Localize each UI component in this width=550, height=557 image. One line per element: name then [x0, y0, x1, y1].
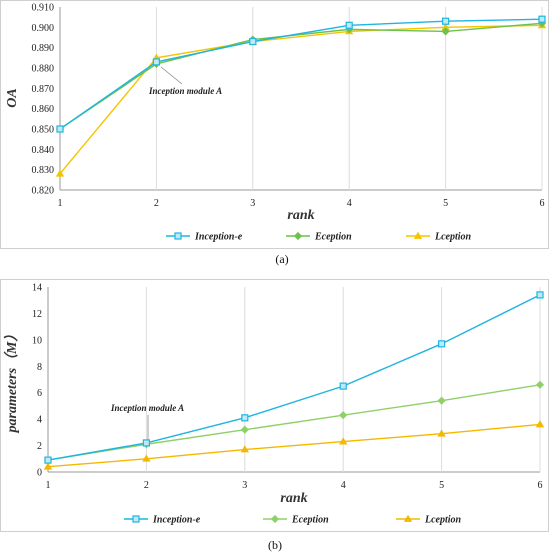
panel-b-y-tick-label: 6 — [37, 388, 42, 399]
panel-b-y-tick-label: 2 — [37, 441, 42, 452]
panel-b-border — [0, 279, 549, 532]
panel-a-y-axis-label: OA — [5, 88, 20, 107]
panel-a-data-point-lception — [55, 169, 65, 177]
panel-b-y-tick-label: 14 — [32, 283, 42, 294]
panel-b-legend-marker-eception — [270, 514, 280, 524]
panel-b-data-point-inception-e — [438, 340, 446, 348]
panel-a-x-tick-label: 5 — [443, 198, 448, 209]
panel-a-series-line-inception-e — [59, 18, 543, 130]
panel-b-data-point-eception — [240, 425, 249, 434]
panel-b-annotation: Inception module A — [110, 403, 184, 413]
panel-b-legend-label-eception: Eception — [291, 515, 329, 526]
panel-b-legend-marker-lception — [403, 514, 413, 522]
panel-a-legend-marker-lception — [413, 231, 423, 239]
panel-b-data-point-eception — [535, 380, 545, 389]
panel-a-y-tick-label: 0.850 — [32, 125, 55, 136]
panel-b-data-point-lception — [437, 429, 446, 437]
panel-a-legend-label-inception-e: Inception-e — [194, 232, 243, 243]
panel-b-legend-label-lception: Lception — [424, 515, 462, 526]
panel-a-data-point-inception-e — [442, 17, 450, 25]
panel-b-series-line-eception — [47, 384, 541, 461]
panel-a-x-tick-label: 4 — [347, 198, 352, 209]
chart-panel-a: OA rank (a) 1 2 3 4 5 6 0.820 0.830 0.840 0.850 0.… — [0, 0, 549, 266]
panel-b-data-point-eception — [339, 411, 348, 420]
panel-b-y-tick-label: 0 — [37, 468, 42, 479]
panel-b-x-tick-label: 5 — [439, 480, 444, 491]
panel-a-y-tick-label: 0.910 — [32, 3, 55, 14]
panel-a-data-point-eception — [441, 27, 450, 36]
panel-a-data-point-inception-e — [249, 37, 257, 46]
panel-a-y-tick-label: 0.830 — [32, 165, 55, 176]
panel-a-series-line-lception — [59, 24, 543, 175]
panel-b-legend-label-inception-e: Inception-e — [152, 515, 201, 526]
panel-a-y-tick-label: 0.900 — [32, 23, 55, 34]
panel-b-data-point-lception — [43, 462, 53, 470]
panel-a-y-tick-label: 0.820 — [32, 186, 55, 197]
panel-a-annotation: Inception module A — [148, 86, 222, 96]
panel-b-data-point-lception — [535, 420, 545, 428]
panel-b-data-point-inception-e — [339, 382, 347, 390]
panel-b-data-point-inception-e — [44, 456, 52, 464]
chart-panel-b: parameters（M） rank (b) 1 2 3 4 5 602468101214… — [0, 279, 549, 552]
panel-a-x-axis-label: rank — [287, 208, 314, 223]
panel-a-x-tick-label: 2 — [154, 198, 159, 209]
panel-b-data-point-inception-e — [142, 439, 150, 447]
panel-a-y-tick-label: 0.840 — [32, 145, 55, 156]
panel-a-legend-label-lception: Lception — [434, 232, 472, 243]
panel-b-y-tick-label: 10 — [32, 335, 42, 346]
panel-b-series-line-inception-e — [47, 294, 541, 461]
panel-a-legend-marker-inception-e — [174, 232, 182, 240]
panel-b-y-tick-label: 4 — [37, 415, 42, 426]
panel-a-series-line-eception — [59, 22, 543, 130]
panel-b-caption: (b) — [268, 538, 282, 552]
panel-a-data-point-inception-e — [345, 21, 353, 29]
panel-b-y-axis-label: parameters（M） — [3, 328, 20, 434]
panel-b-x-tick-label: 3 — [242, 480, 247, 491]
panel-a-y-tick-label: 0.890 — [32, 43, 55, 54]
panel-b-x-axis-label: rank — [280, 491, 307, 506]
panel-b-data-point-inception-e — [536, 291, 544, 299]
panel-a-data-point-inception-e — [152, 58, 160, 66]
panel-a-x-tick-label: 6 — [540, 198, 545, 209]
panel-a-legend-label-eception: Eception — [314, 232, 352, 243]
panel-b-data-point-lception — [240, 445, 249, 453]
panel-b-x-tick-label: 1 — [46, 480, 51, 491]
panel-b-data-point-inception-e — [241, 414, 249, 422]
panel-a-data-point-inception-e — [538, 15, 546, 23]
panel-a-annotation-pointer — [160, 66, 183, 85]
panel-a-x-tick-label: 3 — [250, 198, 255, 209]
panel-b-x-tick-label: 2 — [144, 480, 149, 491]
panel-b-data-point-eception — [437, 396, 446, 405]
panel-b-y-tick-label: 8 — [37, 362, 42, 373]
panel-b-x-tick-label: 4 — [341, 480, 346, 491]
panel-a-y-tick-label: 0.860 — [32, 104, 55, 115]
panel-b-x-tick-label: 6 — [538, 480, 543, 491]
panel-a-caption: (a) — [275, 252, 288, 266]
panel-b-y-tick-label: 12 — [32, 309, 42, 320]
panel-a-data-point-inception-e — [56, 125, 64, 133]
panel-b-series-line-lception — [47, 423, 541, 468]
panel-a-y-tick-label: 0.870 — [32, 84, 55, 95]
panel-a-y-tick-label: 0.880 — [32, 64, 55, 75]
panel-a-border — [0, 0, 549, 249]
panel-b-data-point-lception — [339, 437, 348, 445]
panel-a-legend-marker-eception — [293, 231, 303, 241]
panel-a-x-tick-label: 1 — [58, 198, 63, 209]
panel-b-legend-marker-inception-e — [132, 515, 140, 523]
panel-b-data-point-lception — [142, 454, 151, 462]
